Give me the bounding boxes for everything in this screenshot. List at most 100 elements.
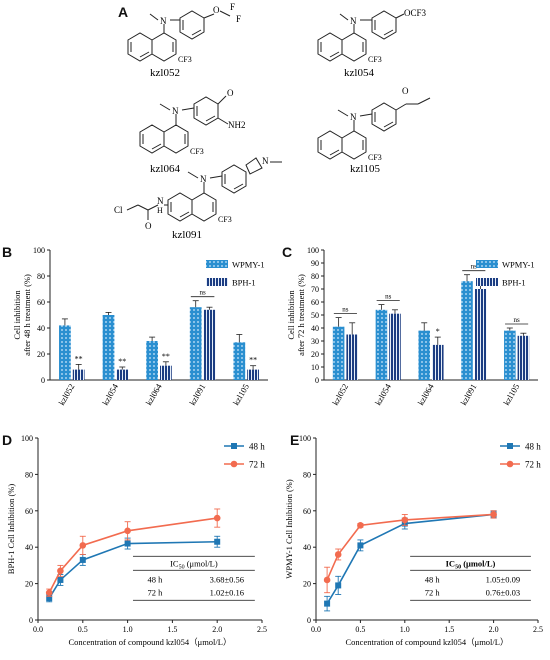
y-tick-label: 80: [25, 470, 33, 479]
x-tick-label: 0.5: [78, 625, 88, 634]
o-atom: O: [145, 221, 152, 231]
bar-BPH-1-kzl105: [247, 369, 259, 380]
cf3-group: CF3: [368, 153, 382, 162]
legend-label-WPMY-1: WPMY-1: [232, 260, 265, 270]
x-tick-label-kzl054: kzl054: [100, 381, 121, 407]
y-tick-label: 100: [299, 434, 311, 443]
x-tick-label: 0.0: [311, 625, 321, 634]
legend-marker-72 h: [506, 460, 514, 468]
x-axis-label: Concentration of compound kzl054（μmol/L）: [69, 637, 232, 647]
chart-d-bph1-line: 0 20 40 60 80 100 0.0 0.5 1.0 1.5 2.0 2.5 Concentrat…: [6, 434, 267, 647]
o-atom: O: [402, 86, 409, 96]
y-axis-label-line: after 48 h treatment (%): [22, 274, 32, 356]
bar-WPMY-1-kzl052: [59, 325, 71, 380]
significance-label: ns: [385, 293, 392, 301]
y-tick-label: 40: [303, 543, 311, 552]
structures-panel: N O F F CF3 kzl052 N OCF3 CF3 kzl054 N O…: [114, 2, 431, 240]
significance-label: *: [436, 327, 440, 336]
bar-WPMY-1-kzl105: [233, 342, 246, 380]
bar-BPH-1-kzl064: [432, 344, 444, 380]
y-tick-label: 100: [21, 434, 33, 443]
structure-kzl091: N N Cl O N H CF3 kzl091: [114, 156, 282, 240]
hn-atom: N: [157, 196, 164, 206]
y-tick-label: 60: [25, 507, 33, 516]
o-atom: O: [213, 5, 220, 15]
panel-letter-a: A: [118, 4, 129, 20]
point-48 h-0: [46, 595, 53, 602]
legend-label-BPH-1: BPH-1: [502, 278, 526, 288]
nh2-group: NH2: [228, 120, 246, 130]
y-tick-label: 100: [307, 246, 319, 255]
x-tick-label: 2.5: [257, 625, 267, 634]
y-axis-label-line: Cell inhibition: [12, 290, 22, 340]
y-tick-label: 0: [41, 376, 45, 385]
panel-letter-d: D: [2, 432, 13, 448]
bar-WPMY-1-kzl052: [332, 326, 345, 380]
point-72 h-0: [45, 589, 53, 596]
y-tick-label: 100: [33, 246, 45, 255]
bar-BPH-1-kzl091: [203, 309, 216, 380]
table-header-sub: 50: [455, 564, 461, 570]
significance-label: ns: [471, 263, 478, 271]
compound-label-kzl064: kzl064: [150, 163, 180, 175]
y-axis-label: Cell inhibitionafter 48 h treatment (%): [12, 274, 32, 356]
significance-label: ns: [513, 316, 520, 324]
bar-WPMY-1-kzl091: [461, 281, 473, 380]
panel-letter-e: E: [290, 432, 300, 448]
y-tick-label: 20: [303, 580, 311, 589]
table-header-unit: (μmol/L): [461, 558, 495, 568]
x-tick-label: 2.5: [533, 625, 543, 634]
point-72 h-3: [124, 527, 131, 535]
y-tick-label: 0: [307, 616, 311, 625]
x-tick-label: 1.0: [400, 625, 410, 634]
table-row-label: 48 h: [148, 574, 164, 584]
table-header: IC50 (μmol/L): [170, 558, 218, 570]
legend-marker-72 h: [230, 460, 238, 468]
compound-label-kzl091: kzl091: [172, 229, 202, 240]
y-tick-label: 30: [311, 337, 319, 346]
bar-BPH-1-kzl091: [474, 289, 487, 380]
structure-kzl105: N O CF3 kzl105: [317, 86, 431, 175]
y-tick-label: 90: [311, 259, 319, 268]
y-tick-label: 40: [311, 324, 319, 333]
y-tick-label: 0: [29, 616, 33, 625]
point-72 h-4: [213, 514, 221, 522]
n-atom: N: [350, 112, 357, 122]
y-tick-label: 80: [37, 272, 45, 281]
compound-label-kzl052: kzl052: [150, 67, 180, 79]
y-tick-label: 0: [315, 376, 319, 385]
structure-kzl052: N O F F CF3 kzl052: [127, 2, 241, 79]
bar-BPH-1-kzl054: [116, 369, 129, 380]
table-row-value: 3.68±0.56: [210, 574, 244, 584]
legend-marker-48 h: [231, 443, 237, 449]
panel-letter-b: B: [2, 244, 13, 260]
point-48 h-2: [79, 556, 86, 563]
ocf3-group: OCF3: [404, 8, 427, 18]
legend-label-72 h: 72 h: [249, 460, 265, 470]
bar-BPH-1-kzl054: [389, 313, 401, 380]
f-atom-2: F: [236, 14, 241, 24]
x-tick-label-kzl091: kzl091: [458, 382, 478, 407]
structure-kzl064: N O NH2 CF3 kzl064: [139, 88, 246, 175]
y-tick-label: 20: [25, 580, 33, 589]
y-tick-label: 50: [311, 311, 319, 320]
x-tick-label: 1.5: [167, 625, 177, 634]
table-header-unit: (μmol/L): [185, 558, 218, 568]
chart-b-48h-bar: 0 20 40 60 80 100 Cell inhibitionafter 48 h tr…: [12, 246, 268, 407]
point-72 h-3: [401, 516, 409, 524]
table-header-sub: 50: [179, 564, 185, 570]
point-48 h-3: [124, 540, 131, 547]
y-tick-label: 40: [25, 543, 33, 552]
bar-BPH-1-kzl105: [517, 335, 530, 380]
x-tick-label: 2.0: [212, 625, 222, 634]
table-row-value: 0.76±0.03: [486, 587, 520, 597]
x-tick-label-kzl054: kzl054: [373, 381, 394, 407]
bar-BPH-1-kzl052: [72, 369, 85, 380]
f-atom-1: F: [230, 2, 235, 12]
x-tick-label-kzl064: kzl064: [144, 381, 165, 407]
x-tick-label-kzl105: kzl105: [501, 382, 521, 407]
point-72 h-2: [79, 542, 87, 549]
y-tick-label: 80: [311, 272, 319, 281]
bar-BPH-1-kzl064: [160, 365, 172, 380]
bar-BPH-1-kzl052: [346, 334, 358, 380]
